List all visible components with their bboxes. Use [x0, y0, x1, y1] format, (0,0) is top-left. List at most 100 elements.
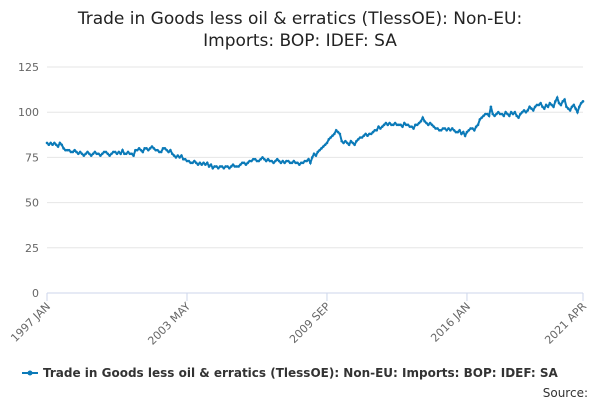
data-point	[561, 100, 565, 103]
data-point	[550, 103, 553, 107]
data-point	[292, 159, 296, 163]
data-point	[430, 123, 434, 127]
data-point	[307, 157, 310, 161]
data-point	[485, 112, 489, 116]
data-point	[537, 103, 541, 107]
data-point	[45, 141, 49, 145]
data-point	[119, 152, 122, 156]
data-point	[185, 159, 189, 163]
data-point	[97, 152, 100, 156]
data-point	[467, 128, 471, 132]
data-point	[443, 127, 447, 130]
data-point	[327, 138, 331, 141]
data-point	[384, 121, 388, 125]
data-point	[229, 165, 233, 168]
data-point	[565, 105, 568, 109]
data-point	[189, 161, 192, 165]
legend-marker	[27, 370, 33, 376]
data-point	[530, 107, 533, 110]
data-point	[89, 154, 93, 157]
data-point	[474, 125, 478, 128]
data-point	[215, 165, 218, 168]
data-point	[106, 152, 110, 156]
y-tick-label: 100	[18, 106, 39, 119]
data-point	[347, 143, 351, 147]
data-point	[334, 128, 338, 132]
chart-title: Trade in Goods less oil & erratics (Tles…	[77, 9, 523, 51]
data-point	[342, 141, 345, 145]
data-point	[386, 123, 390, 127]
data-point	[255, 159, 259, 163]
data-point	[531, 109, 535, 112]
data-point	[515, 114, 518, 118]
data-point	[482, 114, 485, 118]
data-point	[137, 147, 141, 150]
data-point	[356, 138, 360, 141]
data-point	[366, 134, 369, 138]
data-point	[476, 123, 480, 127]
data-point	[71, 150, 75, 154]
data-point	[364, 132, 367, 136]
data-point	[93, 150, 97, 154]
data-point	[382, 123, 386, 127]
data-point	[51, 143, 54, 147]
data-point	[233, 165, 237, 168]
data-point	[517, 116, 520, 119]
data-point	[544, 103, 548, 107]
data-point	[419, 119, 423, 123]
data-point	[224, 165, 227, 168]
data-point	[301, 161, 305, 165]
data-point	[463, 134, 467, 138]
data-point	[508, 114, 511, 118]
data-point	[333, 132, 336, 136]
data-point	[163, 147, 167, 150]
data-point	[275, 157, 279, 161]
data-point	[314, 154, 318, 157]
data-point	[161, 147, 165, 150]
data-point	[218, 165, 222, 168]
data-point	[496, 110, 500, 114]
data-point	[449, 128, 452, 132]
data-point	[147, 148, 150, 152]
data-point	[290, 161, 294, 165]
data-point	[64, 148, 67, 152]
data-point	[568, 109, 572, 112]
data-point	[54, 143, 58, 147]
data-point	[377, 125, 380, 128]
data-point	[380, 125, 384, 128]
data-point	[235, 165, 239, 168]
data-point	[390, 123, 393, 127]
data-point	[264, 159, 268, 163]
x-tick-label: 2016 JAN	[428, 300, 473, 345]
data-point	[484, 112, 487, 116]
data-point	[196, 163, 200, 166]
data-point	[344, 139, 347, 143]
data-point	[193, 159, 196, 163]
data-point	[578, 105, 581, 109]
data-point	[288, 161, 292, 165]
data-point	[351, 141, 355, 145]
x-tick-label: 2009 SEP	[287, 300, 333, 346]
data-point	[176, 154, 180, 157]
data-point	[123, 152, 126, 156]
data-point	[281, 159, 285, 163]
data-point	[73, 148, 76, 152]
data-point	[513, 110, 517, 114]
data-point	[533, 105, 537, 109]
data-point	[183, 157, 187, 161]
data-point	[371, 130, 375, 134]
data-point	[563, 98, 566, 101]
data-point	[194, 161, 198, 165]
data-point	[432, 125, 436, 128]
data-point	[403, 121, 406, 125]
data-point	[99, 154, 102, 157]
data-point	[231, 163, 235, 166]
data-point	[139, 148, 143, 152]
data-point	[143, 147, 146, 150]
data-point	[121, 148, 124, 152]
data-point	[349, 139, 353, 143]
data-point	[226, 165, 229, 168]
data-point	[417, 121, 421, 125]
data-point	[100, 152, 104, 156]
